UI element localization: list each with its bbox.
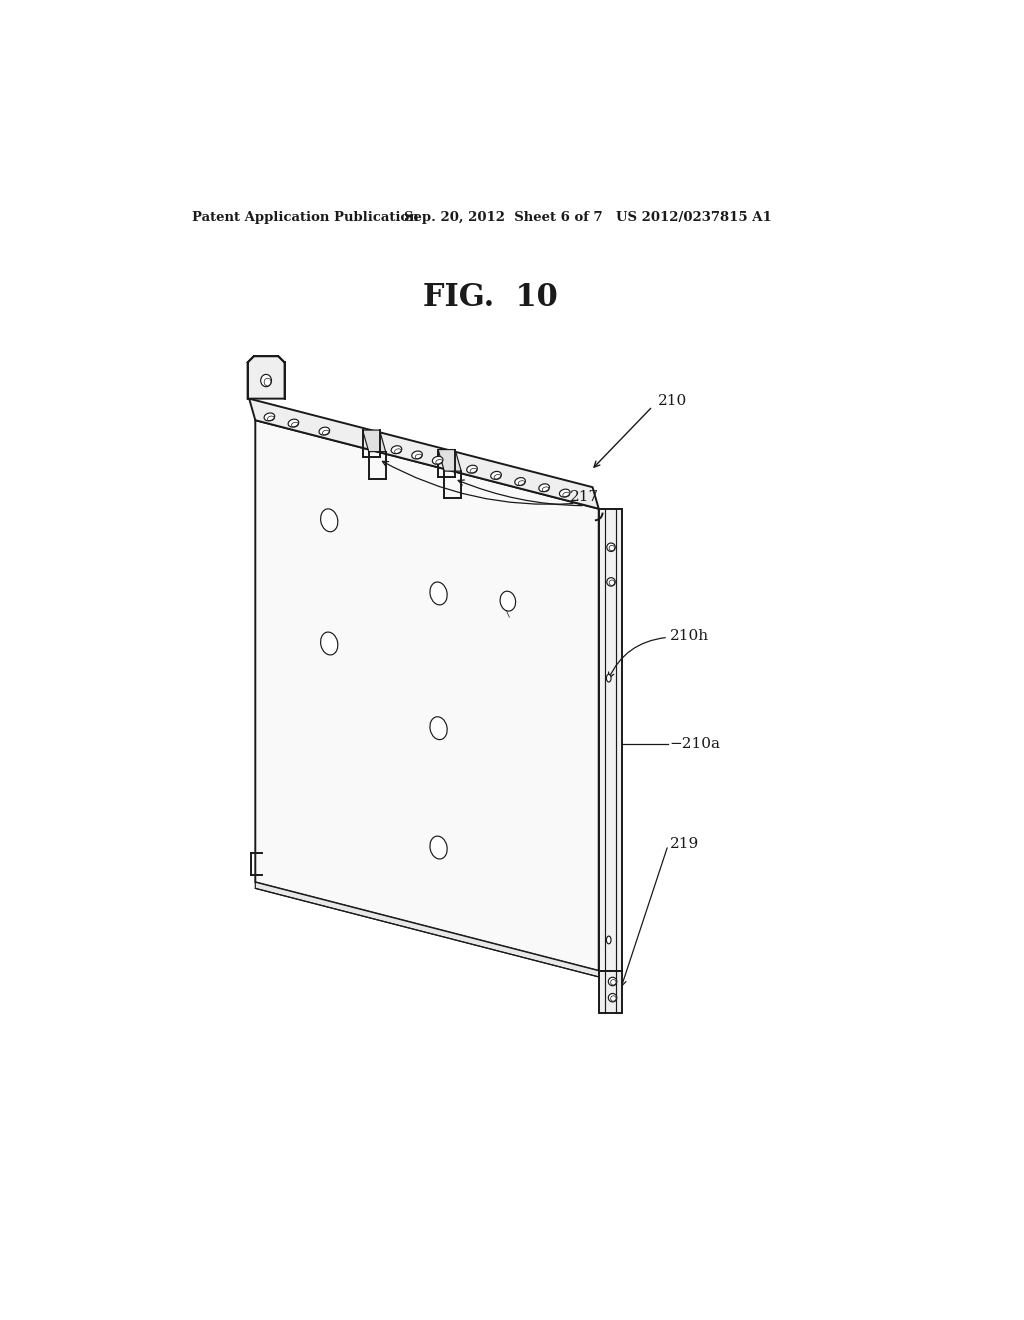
Ellipse shape xyxy=(288,420,299,428)
Polygon shape xyxy=(599,970,622,1014)
Polygon shape xyxy=(362,430,386,451)
Ellipse shape xyxy=(608,977,616,986)
Polygon shape xyxy=(255,420,599,970)
Text: 210h: 210h xyxy=(670,628,709,643)
Polygon shape xyxy=(255,882,599,977)
Text: Sep. 20, 2012  Sheet 6 of 7: Sep. 20, 2012 Sheet 6 of 7 xyxy=(403,211,602,224)
Ellipse shape xyxy=(607,543,615,552)
Text: US 2012/0237815 A1: US 2012/0237815 A1 xyxy=(615,211,771,224)
Ellipse shape xyxy=(430,582,447,605)
Ellipse shape xyxy=(321,510,338,532)
Ellipse shape xyxy=(261,375,271,387)
Ellipse shape xyxy=(432,457,443,465)
Ellipse shape xyxy=(430,717,447,739)
Text: −210a: −210a xyxy=(670,737,721,751)
Ellipse shape xyxy=(606,936,611,944)
Ellipse shape xyxy=(467,465,477,473)
Ellipse shape xyxy=(500,591,516,611)
Ellipse shape xyxy=(559,490,570,498)
Polygon shape xyxy=(248,356,285,399)
Ellipse shape xyxy=(607,578,615,586)
Polygon shape xyxy=(438,450,461,471)
Ellipse shape xyxy=(264,413,274,421)
Text: Patent Application Publication: Patent Application Publication xyxy=(193,211,419,224)
Text: 210: 210 xyxy=(658,393,687,408)
Ellipse shape xyxy=(430,836,447,859)
Ellipse shape xyxy=(412,451,422,459)
Ellipse shape xyxy=(391,446,401,454)
Ellipse shape xyxy=(321,632,338,655)
Text: 219: 219 xyxy=(670,837,698,850)
Polygon shape xyxy=(599,508,622,970)
Ellipse shape xyxy=(490,471,502,479)
Ellipse shape xyxy=(515,478,525,486)
Ellipse shape xyxy=(319,428,330,436)
Text: FIG.  10: FIG. 10 xyxy=(423,281,558,313)
Text: 217: 217 xyxy=(569,490,599,504)
Polygon shape xyxy=(249,399,599,508)
Ellipse shape xyxy=(539,484,550,492)
Ellipse shape xyxy=(608,994,616,1002)
Ellipse shape xyxy=(606,675,611,682)
